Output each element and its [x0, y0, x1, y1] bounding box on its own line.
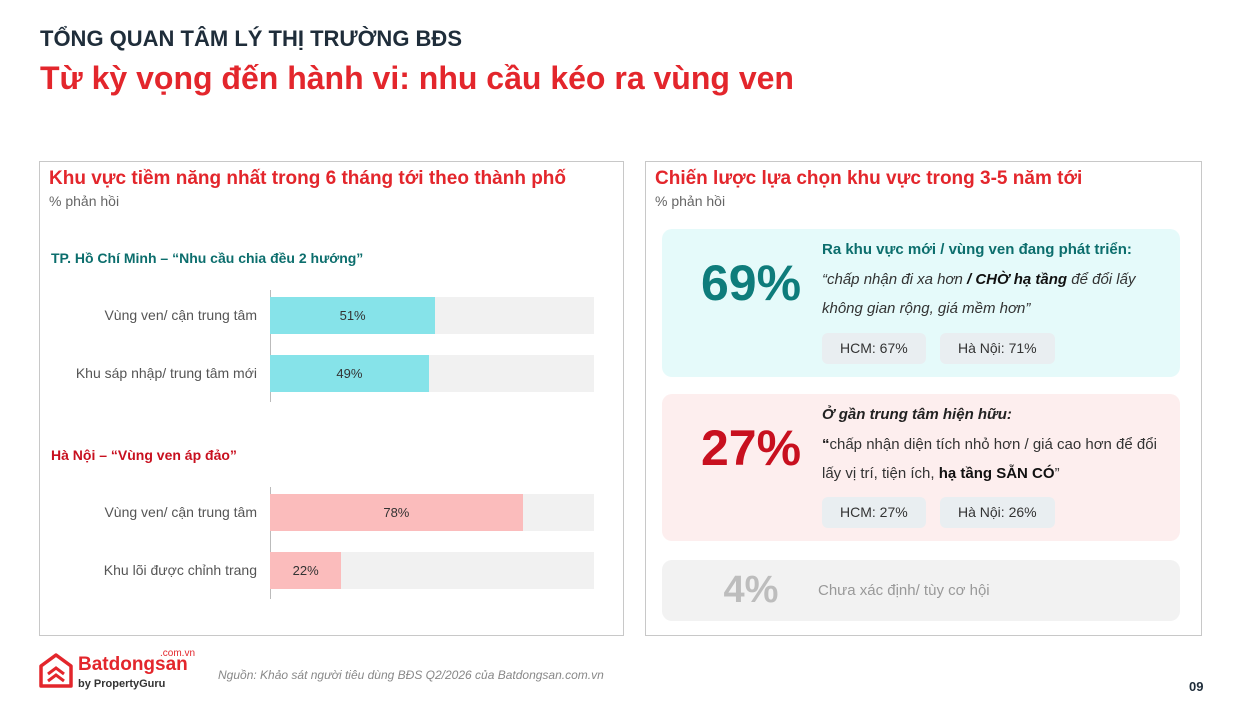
- card-value: 69%: [700, 255, 802, 311]
- chip: Hà Nội: 71%: [940, 333, 1055, 364]
- quote-part: hạ tầng SẴN CÓ: [938, 465, 1055, 482]
- logo-icon: [39, 653, 73, 688]
- left-panel: [39, 161, 624, 636]
- group-title: TP. Hồ Chí Minh – “Nhu cầu chia đều 2 hư…: [51, 250, 364, 266]
- card-value: 4%: [723, 569, 779, 611]
- card-value: 27%: [700, 420, 802, 476]
- page-number: 09: [1189, 679, 1204, 694]
- bar: 78%: [270, 494, 523, 531]
- card-quote: “chấp nhận đi xa hơn / CHỜ hạ tầng để đổ…: [822, 265, 1162, 323]
- card-heading: Ra khu vực mới / vùng ven đang phát triể…: [822, 241, 1132, 258]
- quote-part: chấp nhận diện tích nhỏ hơn / giá cao hơ…: [822, 436, 1157, 482]
- value-label: 49%: [336, 365, 363, 381]
- logo-tagline: by PropertyGuru: [78, 678, 166, 690]
- card-quote: “chấp nhận diện tích nhỏ hơn / giá cao h…: [822, 430, 1162, 488]
- title: Từ kỳ vọng đến hành vi: nhu cầu kéo ra v…: [40, 60, 794, 96]
- quote-part: “: [822, 436, 830, 453]
- category-label: Vùng ven/ cận trung tâm: [104, 504, 257, 520]
- quote-part: / CHỜ hạ tầng: [967, 271, 1068, 288]
- value-label: 78%: [383, 505, 410, 520]
- bar: 49%: [270, 354, 429, 392]
- card: [662, 560, 1180, 621]
- panel-subtitle: % phản hồi: [49, 193, 120, 209]
- logo-domain: .com.vn: [160, 648, 196, 659]
- chip: HCM: 27%: [822, 497, 926, 528]
- bar: 51%: [270, 297, 436, 334]
- quote-part: để đổi lấy không gian rộng, giá mềm hơn”: [822, 271, 1136, 317]
- axis-line: [270, 290, 271, 402]
- logo: Batdongsan: [78, 654, 188, 675]
- kicker: TỔNG QUAN TÂM LÝ THỊ TRƯỜNG BĐS: [40, 26, 462, 51]
- panel-title: Khu vực tiềm năng nhất trong 6 tháng tới…: [49, 168, 567, 189]
- source: Nguồn: Khảo sát người tiêu dùng BĐS Q2/2…: [218, 668, 604, 682]
- axis-line: [270, 487, 271, 599]
- quote-part: “chấp nhận đi xa hơn: [822, 271, 967, 288]
- value-label: 51%: [339, 308, 366, 323]
- card-heading: Chưa xác định/ tùy cơ hội: [818, 582, 990, 599]
- quote-part: ”: [1054, 465, 1060, 482]
- value-label: 22%: [292, 562, 319, 578]
- bar: 22%: [270, 551, 342, 589]
- category-label: Khu sáp nhập/ trung tâm mới: [75, 364, 257, 381]
- category-label: Vùng ven/ cận trung tâm: [104, 307, 257, 323]
- chip: HCM: 67%: [822, 333, 926, 364]
- group-title: Hà Nội – “Vùng ven áp đảo”: [51, 447, 237, 463]
- card-heading: Ở gần trung tâm hiện hữu:: [822, 406, 1012, 423]
- right-panel: [645, 161, 1202, 636]
- chip: Hà Nội: 26%: [940, 497, 1055, 528]
- panel-subtitle: % phản hồi: [655, 193, 726, 209]
- panel-title: Chiến lược lựa chọn khu vực trong 3-5 nă…: [655, 168, 1083, 189]
- category-label: Khu lõi được chỉnh trang: [103, 561, 257, 578]
